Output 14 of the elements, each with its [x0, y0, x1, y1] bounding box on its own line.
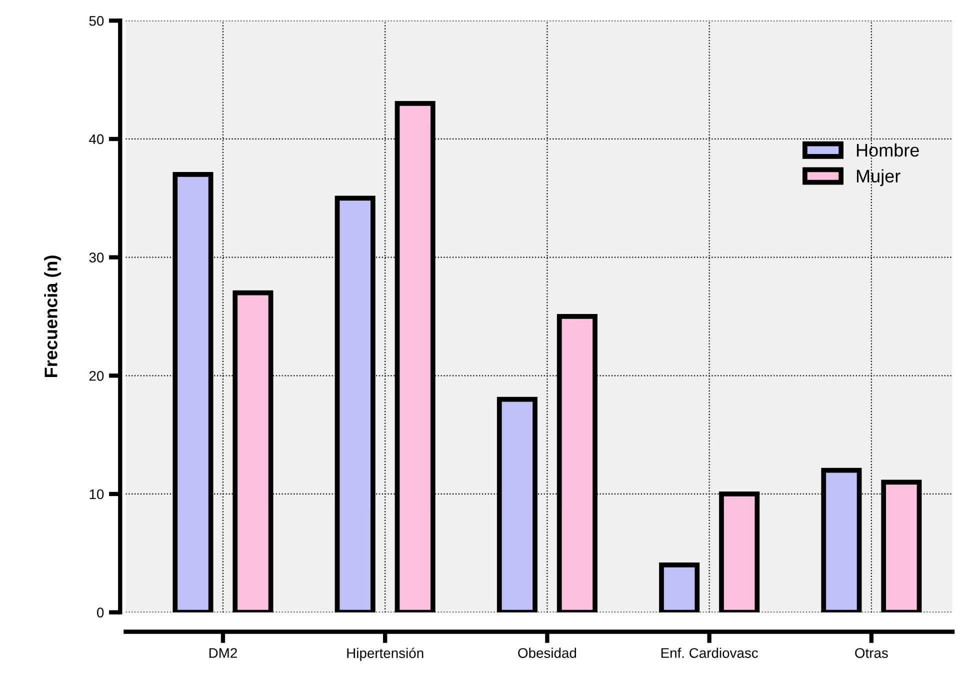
- legend-label: Hombre: [856, 143, 919, 157]
- x-tick-label: Hipertensión: [347, 648, 424, 661]
- y-tick-label: 30: [89, 252, 104, 262]
- y-axis-title: Frecuencia (n): [44, 256, 61, 377]
- y-tick-label: 10: [90, 489, 104, 500]
- x-tick-label: DM2: [209, 648, 237, 658]
- legend-label: Mujer: [856, 169, 900, 186]
- x-tick-label: Otras: [855, 648, 888, 658]
- y-tick-label: 40: [89, 134, 104, 144]
- x-tick-label: Enf. Cardiovasc: [661, 648, 758, 658]
- y-tick-label: 0: [97, 608, 104, 618]
- y-tick-label: 50: [89, 16, 104, 26]
- y-tick-label: 20: [89, 370, 104, 381]
- x-tick-label: Obesidad: [518, 648, 576, 658]
